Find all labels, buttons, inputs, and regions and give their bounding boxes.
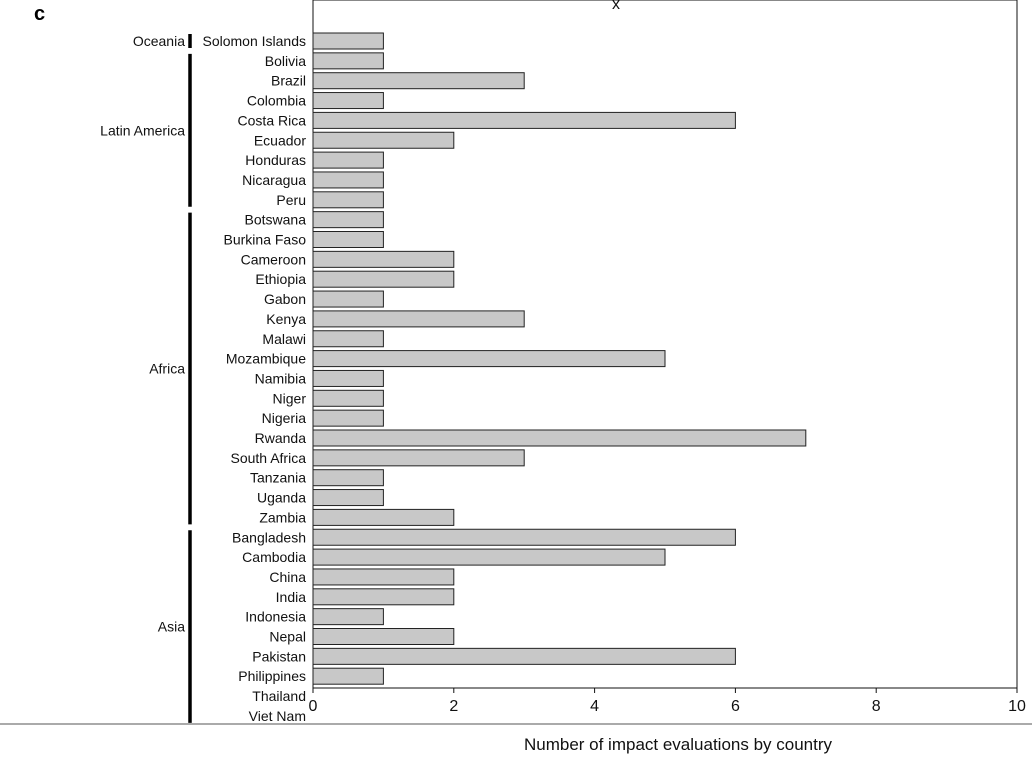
bar-pakistan <box>312 647 736 665</box>
category-label-cameroon: Cameroon <box>241 251 306 267</box>
bar-cameroon <box>312 250 455 268</box>
x-tick-label-10: 10 <box>1008 698 1026 715</box>
x-axis-ticks: 0 2 4 6 8 10 <box>309 688 1026 715</box>
bar-namibia <box>312 369 384 387</box>
category-label-uganda: Uganda <box>257 490 306 506</box>
bar-china <box>312 568 455 586</box>
category-label-costa-rica: Costa Rica <box>238 112 307 128</box>
category-label-honduras: Honduras <box>245 152 306 168</box>
category-label-thailand: Thailand <box>252 688 306 704</box>
bar-uganda <box>312 489 384 507</box>
top-artifact-text: x <box>612 0 620 13</box>
bar-nepal <box>312 628 455 645</box>
category-label-rwanda: Rwanda <box>255 430 307 446</box>
category-label-namibia: Namibia <box>255 370 307 386</box>
bar-mozambique <box>312 350 666 368</box>
bar-nicaragua <box>312 171 384 189</box>
x-tick-label-6: 6 <box>731 698 740 715</box>
category-label-colombia: Colombia <box>247 93 306 109</box>
x-tick-label-8: 8 <box>872 698 881 715</box>
category-label-indonesia: Indonesia <box>245 609 306 625</box>
category-label-botswana: Botswana <box>245 212 307 228</box>
category-label-brazil: Brazil <box>271 73 306 89</box>
group-label-asia: Asia <box>158 619 185 635</box>
bar-kenya <box>312 310 525 328</box>
category-label-burkina-faso: Burkina Faso <box>224 232 307 248</box>
bar-malawi <box>312 330 384 348</box>
category-label-cambodia: Cambodia <box>242 549 306 565</box>
bar-honduras <box>312 151 384 169</box>
category-label-ecuador: Ecuador <box>254 132 306 148</box>
category-label-viet-nam: Viet Nam <box>249 708 306 724</box>
x-tick-label-0: 0 <box>309 698 318 715</box>
group-label-oceania: Oceania <box>133 33 185 49</box>
bar-indonesia <box>312 608 384 626</box>
category-label-pakistan: Pakistan <box>252 648 306 664</box>
category-label-nicaragua: Nicaragua <box>242 172 306 188</box>
bar-bangladesh <box>312 528 736 546</box>
panel-label: c <box>34 3 45 25</box>
bar-zambia <box>312 508 455 526</box>
bar-peru <box>312 191 384 209</box>
category-label-nepal: Nepal <box>269 629 306 645</box>
x-tick-label-2: 2 <box>449 698 458 715</box>
bar-ecuador <box>312 131 455 149</box>
category-label-south-africa: South Africa <box>231 450 307 466</box>
category-label-mozambique: Mozambique <box>226 351 306 367</box>
bar-rwanda <box>312 429 807 447</box>
bar-india <box>312 588 455 606</box>
bar-burkina-faso <box>312 231 384 248</box>
category-label-zambia: Zambia <box>259 509 306 525</box>
bar-tanzania <box>312 469 384 487</box>
group-label-africa: Africa <box>149 361 185 377</box>
category-label-ethiopia: Ethiopia <box>255 271 306 287</box>
category-label-philippines: Philippines <box>238 668 306 684</box>
bar-cambodia <box>312 548 666 566</box>
category-label-malawi: Malawi <box>262 331 306 347</box>
category-label-bangladesh: Bangladesh <box>232 529 306 545</box>
bar-solomon-islands <box>312 32 384 50</box>
region-groups: Oceania Latin America Africa Asia <box>100 33 192 723</box>
bar-costa-rica <box>312 111 736 129</box>
bar-niger <box>312 389 384 407</box>
category-labels: Solomon Islands Bolivia Brazil Colombia Cost… <box>202 33 306 724</box>
category-label-tanzania: Tanzania <box>250 470 306 486</box>
category-label-nigeria: Nigeria <box>262 410 307 426</box>
category-label-india: India <box>276 589 307 605</box>
bar-nigeria <box>312 409 384 427</box>
x-tick-label-4: 4 <box>590 698 599 715</box>
category-label-kenya: Kenya <box>266 311 306 327</box>
category-label-peru: Peru <box>276 192 306 208</box>
bar-botswana <box>312 211 384 229</box>
bar-ethiopia <box>312 270 455 288</box>
bar-brazil <box>312 72 525 90</box>
x-axis-title: Number of impact evaluations by country <box>524 735 833 754</box>
category-label-gabon: Gabon <box>264 291 306 307</box>
bars <box>312 32 807 685</box>
group-label-latin-america: Latin America <box>100 122 185 138</box>
category-label-bolivia: Bolivia <box>265 53 306 69</box>
category-label-solomon-islands: Solomon Islands <box>202 33 306 49</box>
category-label-niger: Niger <box>273 390 307 406</box>
bar-colombia <box>312 92 384 110</box>
bar-bolivia <box>312 52 384 70</box>
bar-gabon <box>312 290 384 308</box>
category-label-china: China <box>269 569 306 585</box>
bar-philippines <box>312 667 384 685</box>
bar-south-africa <box>312 449 525 467</box>
